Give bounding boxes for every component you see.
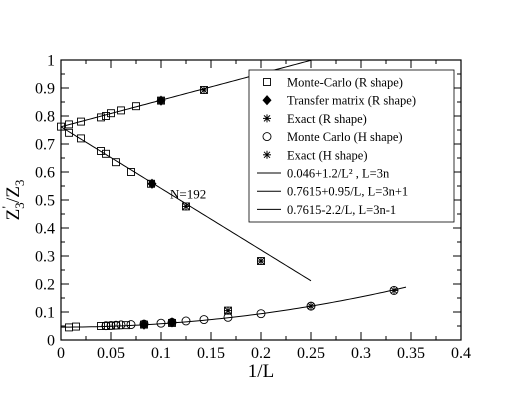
legend-marker-star xyxy=(263,150,271,159)
data-point-star xyxy=(140,320,148,329)
y-label-main: Z xyxy=(3,209,24,221)
data-point-star xyxy=(257,257,265,266)
data-point-square xyxy=(77,117,85,126)
y-tick-label: 0.3 xyxy=(35,249,55,266)
data-point-star xyxy=(390,286,398,295)
legend-label: 0.046+1.2/L² , L=3n xyxy=(287,167,390,181)
y-tick-label: 0 xyxy=(47,333,55,350)
legend-box xyxy=(248,69,455,223)
legend-item: 0.7615-2.2/L, L=3n-1 xyxy=(257,203,396,217)
legend-item: Exact (R shape) xyxy=(263,112,367,126)
legend-label: Transfer matrix (R shape) xyxy=(287,94,416,108)
x-tick-label: 0.25 xyxy=(297,345,325,362)
data-point-square xyxy=(102,149,110,158)
x-axis-label: 1/L xyxy=(248,361,274,382)
y-tick-label: 0.9 xyxy=(35,81,55,98)
data-point-square xyxy=(122,321,130,330)
data-point-square xyxy=(65,128,73,137)
data-point-square xyxy=(112,158,120,167)
data-point-square xyxy=(117,106,125,115)
data-point-star xyxy=(307,302,315,311)
legend-item: Transfer matrix (R shape) xyxy=(262,94,416,108)
x-tick-label: 0.3 xyxy=(351,345,371,362)
data-point-square xyxy=(77,134,85,143)
data-point-square xyxy=(65,120,73,129)
data-point-square xyxy=(97,113,105,122)
data-point-square xyxy=(132,102,140,111)
data-point-square xyxy=(72,322,80,331)
data-point-circle xyxy=(156,318,166,328)
y-tick-label: 0.7 xyxy=(35,137,55,154)
tick-labels: 0 0.05 0.1 0.15 0.2 0.25 0.3 0.35 0.4 0 0.1 0.2 0.3 0… xyxy=(35,53,471,363)
y-tick-label: 0.2 xyxy=(35,277,55,294)
legend-item: Exact (H shape) xyxy=(263,148,368,162)
legend-item: 0.7615+0.95/L, L=3n+1 xyxy=(257,185,408,199)
x-tick-label: 0.1 xyxy=(151,345,171,362)
x-tick-label: 0.05 xyxy=(97,345,125,362)
legend-label: Exact (R shape) xyxy=(287,112,367,126)
svg-text:Z3'/Z3: Z3'/Z3 xyxy=(0,180,27,221)
legend-marker-star xyxy=(263,114,271,123)
legend-item: Monte Carlo (H shape) xyxy=(262,130,403,144)
y-axis-label: Z3'/Z3 xyxy=(0,180,27,221)
data-point-circle xyxy=(199,315,209,325)
x-tick-label: 0.2 xyxy=(251,345,271,362)
legend-marker-diamond xyxy=(262,95,272,106)
legend-label: 0.7615+0.95/L, L=3n+1 xyxy=(287,185,408,199)
legend-label: Monte-Carlo (R shape) xyxy=(287,76,403,90)
legend-label: Monte Carlo (H shape) xyxy=(287,130,403,144)
data-point-circle xyxy=(139,319,149,329)
x-tick-label: 0.15 xyxy=(197,345,225,362)
data-point-circle xyxy=(223,312,233,322)
data-markers xyxy=(57,85,399,332)
data-point-square xyxy=(127,168,135,176)
legend-item: Monte-Carlo (R shape) xyxy=(263,76,403,90)
data-point-square xyxy=(102,112,110,120)
y-tick-label: 0.1 xyxy=(35,305,55,322)
data-point-circle xyxy=(256,309,266,319)
data-point-star xyxy=(168,318,176,327)
data-point-square xyxy=(97,147,105,155)
legend-marker-circle xyxy=(262,132,272,142)
y-label-sup-num: ' xyxy=(0,206,14,208)
y-tick-label: 0.4 xyxy=(35,221,55,238)
data-point-star xyxy=(200,85,208,94)
legend-label: 0.7615-2.2/L, L=3n-1 xyxy=(287,203,396,217)
data-point-circle xyxy=(167,317,177,327)
legend-marker-square xyxy=(263,78,271,86)
x-tick-label: 0.35 xyxy=(397,345,425,362)
data-point-circle xyxy=(101,321,111,331)
data-point-star xyxy=(182,202,190,211)
annotation-n: N=192 xyxy=(170,187,206,202)
data-point-circle xyxy=(126,320,136,330)
y-label-sub-den: 3 xyxy=(12,180,27,187)
data-point-square xyxy=(97,322,105,330)
data-point-square xyxy=(107,109,115,118)
legend: Monte-Carlo (R shape) Transfer matrix (R … xyxy=(248,69,455,223)
plot-frame xyxy=(60,59,462,341)
y-label-slash: /Z xyxy=(3,186,24,203)
x-tick-label: 0 xyxy=(57,345,65,362)
y-tick-label: 0.6 xyxy=(35,165,55,182)
data-point-star xyxy=(157,96,165,105)
y-label-sub-num: 3 xyxy=(12,202,27,209)
x-tick-label: 0.4 xyxy=(451,345,471,362)
y-tick-label: 1 xyxy=(47,53,55,70)
y-tick-label: 0.8 xyxy=(35,109,55,126)
data-point-star xyxy=(148,179,156,188)
legend-item: 0.046+1.2/L² , L=3n xyxy=(257,167,390,181)
legend-label: Exact (H shape) xyxy=(287,148,368,162)
data-point-circle xyxy=(106,320,116,330)
fit-line xyxy=(60,286,407,328)
y-tick-label: 0.5 xyxy=(35,193,55,210)
data-point-circle xyxy=(116,320,126,330)
data-point-circle xyxy=(111,320,121,330)
data-point-circle xyxy=(181,316,191,326)
